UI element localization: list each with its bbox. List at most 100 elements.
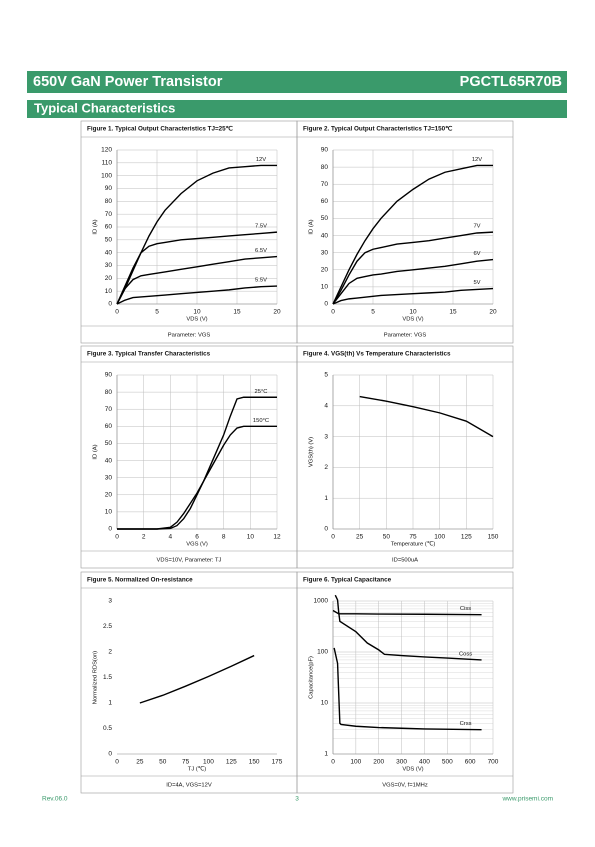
x-tick-label: 5: [155, 309, 159, 316]
y-tick-label: 2: [108, 649, 112, 656]
y-tick-label: 1: [324, 495, 328, 502]
y-axis-label: ID (A): [93, 219, 99, 234]
series-line: [117, 425, 277, 530]
x-tick-label: 200: [373, 759, 384, 766]
y-tick-label: 40: [105, 457, 113, 464]
y-tick-label: 70: [105, 406, 113, 413]
y-axis-label: ID (A): [309, 219, 315, 234]
y-tick-label: 0: [324, 301, 328, 308]
figure-caption: VGS=0V, f=1MHz: [382, 783, 428, 789]
y-tick-label: 60: [105, 224, 113, 231]
series-line: [359, 395, 494, 438]
x-tick-label: 100: [203, 759, 214, 766]
x-tick-label: 10: [193, 309, 201, 316]
y-tick-label: 3: [324, 433, 328, 440]
y-tick-label: 50: [105, 440, 113, 447]
y-tick-label: 50: [321, 215, 329, 222]
figure-caption: ID=500uA: [392, 558, 418, 564]
x-tick-label: 20: [489, 309, 497, 316]
figure-title: Figure 3. Typical Transfer Characteristi…: [87, 351, 211, 358]
y-tick-label: 0: [108, 526, 112, 533]
series-label: 5.5V: [255, 278, 267, 284]
series-label: 6.5V: [255, 248, 267, 254]
series-label: 150°C: [253, 418, 269, 424]
series-line: [332, 287, 494, 305]
x-tick-label: 0: [331, 309, 335, 316]
y-tick-label: 20: [321, 266, 329, 273]
y-tick-label: 90: [105, 372, 113, 379]
y-tick-label: 1: [324, 751, 328, 758]
x-tick-label: 150: [249, 759, 260, 766]
y-tick-label: 40: [105, 249, 113, 256]
x-axis-label: VDS (V): [402, 317, 423, 323]
x-tick-label: 50: [383, 534, 391, 541]
x-tick-label: 0: [115, 534, 119, 541]
section-title: Typical Characteristics: [34, 100, 175, 115]
y-tick-label: 0: [324, 526, 328, 533]
y-tick-label: 70: [105, 211, 113, 218]
y-tick-label: 10: [105, 288, 113, 295]
x-tick-label: 100: [350, 759, 361, 766]
x-tick-label: 15: [233, 309, 241, 316]
y-axis-label: ID (A): [93, 444, 99, 459]
series-line: [116, 255, 278, 305]
x-tick-label: 0: [115, 759, 119, 766]
y-tick-label: 80: [105, 389, 113, 396]
x-tick-label: 20: [273, 309, 281, 316]
figure-frame: [80, 120, 298, 344]
x-axis-label: Temperature (℃): [391, 542, 436, 548]
section-bar: [27, 100, 567, 118]
x-tick-label: 75: [409, 534, 417, 541]
y-tick-label: 4: [324, 403, 328, 410]
y-tick-label: 60: [105, 423, 113, 430]
y-tick-label: 40: [321, 232, 329, 239]
y-tick-label: 100: [317, 649, 328, 656]
y-tick-label: 0.5: [103, 725, 112, 732]
x-tick-label: 12: [273, 534, 281, 541]
y-tick-label: 100: [101, 172, 112, 179]
figure-caption: VDS=10V, Parameter: TJ: [157, 558, 222, 564]
x-tick-label: 600: [465, 759, 476, 766]
figure-title: Figure 5. Normalized On-resistance: [87, 577, 193, 584]
series-label: 12V: [256, 157, 266, 163]
x-tick-label: 125: [226, 759, 237, 766]
y-tick-label: 10: [321, 700, 329, 707]
y-tick-label: 90: [105, 185, 113, 192]
x-tick-label: 50: [159, 759, 167, 766]
series-label: 7V: [473, 224, 480, 230]
series-label: 25°C: [255, 389, 268, 395]
figure-caption: Parameter: VGS: [384, 333, 427, 339]
y-tick-label: 2: [324, 464, 328, 471]
y-tick-label: 50: [105, 237, 113, 244]
x-tick-label: 125: [461, 534, 472, 541]
series-line: [333, 647, 482, 731]
y-axis-label: Capacitance(pF): [309, 656, 315, 699]
x-tick-label: 0: [331, 759, 335, 766]
y-tick-label: 110: [102, 160, 113, 167]
x-tick-label: 4: [169, 534, 173, 541]
y-tick-label: 20: [105, 491, 113, 498]
series-line: [332, 164, 493, 305]
series-line: [116, 231, 278, 305]
y-axis-label: Normalized RDS(on): [93, 651, 99, 705]
series-label: Ciss: [460, 606, 471, 612]
x-tick-label: 0: [331, 534, 335, 541]
y-tick-label: 1000: [314, 598, 329, 605]
y-tick-label: 30: [321, 249, 329, 256]
y-tick-label: 30: [105, 474, 113, 481]
figure-frame: [80, 345, 298, 569]
y-tick-label: 80: [321, 164, 329, 171]
series-label: 12V: [472, 157, 482, 163]
revision: Rev.06.0: [42, 796, 68, 803]
part-number: PGCTL65R70B: [460, 74, 562, 90]
x-tick-label: 10: [409, 309, 417, 316]
page-number: 3: [295, 796, 299, 803]
x-tick-label: 0: [115, 309, 119, 316]
series-line: [139, 654, 255, 704]
x-tick-label: 700: [488, 759, 499, 766]
x-tick-label: 5: [371, 309, 375, 316]
series-label: Coss: [459, 651, 472, 657]
y-tick-label: 5: [324, 372, 328, 379]
x-tick-label: 8: [222, 534, 226, 541]
